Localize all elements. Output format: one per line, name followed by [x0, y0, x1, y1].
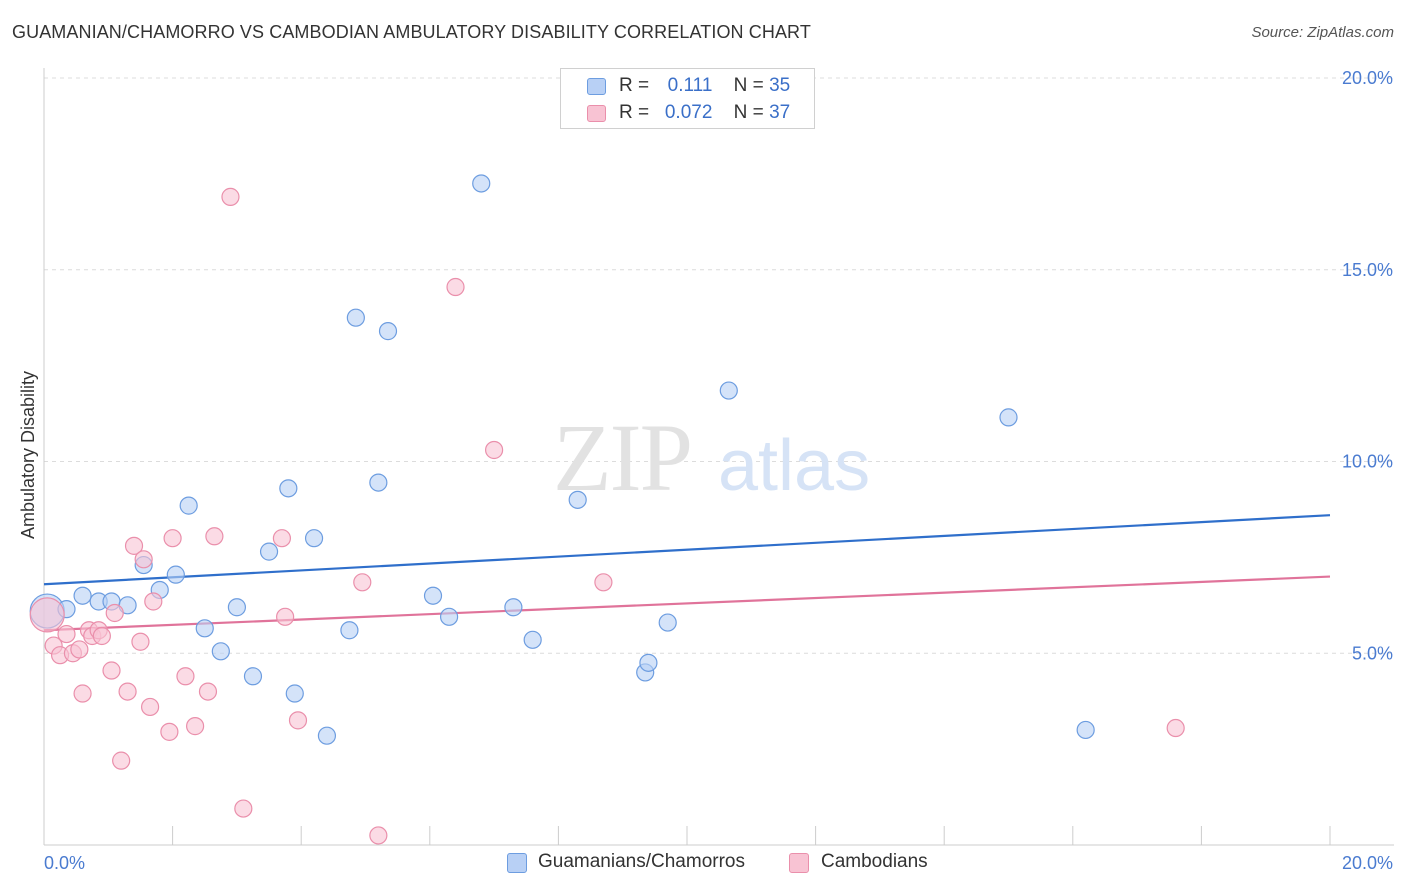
data-point-cambodian — [205, 527, 224, 546]
grid-lines — [44, 77, 1394, 654]
y-tick-label: 5.0% — [1352, 643, 1393, 663]
data-point-guamanian — [346, 308, 365, 327]
data-point-guamanian — [719, 381, 738, 400]
data-point-guamanian — [166, 565, 185, 584]
tick-labels: 5.0% 10.0% 15.0% 20.0% 0.0% 20.0% — [44, 68, 1393, 873]
legend-n-label: N = — [733, 75, 764, 96]
data-point-guamanian — [317, 726, 337, 745]
data-point-cambodian — [92, 626, 111, 646]
data-point-guamanian — [523, 630, 542, 649]
data-point-cambodian — [446, 277, 465, 297]
data-point-guamanian — [1076, 720, 1095, 740]
data-point-guamanian — [639, 653, 658, 672]
data-point-guamanian — [472, 174, 491, 193]
data-point-cambodian — [272, 529, 292, 548]
data-point-cambodian — [276, 607, 295, 626]
trend-line-guamanian — [43, 514, 1331, 586]
data-point-cambodian — [131, 632, 150, 651]
legend-r-value: 0.111 — [667, 75, 713, 96]
x-tick-label: 20.0% — [1342, 853, 1393, 873]
legend-r-value: 0.072 — [664, 102, 713, 123]
legend-n-value: 37 — [769, 102, 791, 123]
data-point-guamanian — [227, 598, 246, 617]
data-point-guamanian — [340, 621, 359, 640]
data-point-guamanian — [195, 619, 214, 638]
trend-lines — [43, 514, 1331, 632]
source-label: Source: ZipAtlas.com — [1251, 24, 1394, 41]
legend-label-guamanians: Guamanians/Chamorros — [538, 851, 745, 872]
data-point-cambodian — [176, 667, 195, 686]
data-point-cambodian — [73, 684, 92, 703]
data-point-guamanian — [568, 490, 587, 509]
chart-title: GUAMANIAN/CHAMORRO VS CAMBODIAN AMBULATO… — [12, 22, 811, 42]
data-point-cambodian — [140, 697, 160, 717]
data-point-cambodian — [353, 573, 372, 592]
legend-row-2: R = 0.072 N = 37 — [619, 102, 790, 124]
data-point-cambodian — [221, 187, 240, 206]
legend-swatch-blue — [587, 78, 606, 95]
data-point-guamanian — [259, 542, 279, 561]
data-point-cambodian — [102, 661, 121, 680]
data-point-guamanian — [243, 667, 263, 686]
watermark-atlas: atlas — [718, 426, 870, 506]
data-point-guamanian — [304, 529, 324, 548]
y-tick-label: 10.0% — [1342, 452, 1393, 472]
data-point-guamanian — [378, 322, 398, 341]
data-point-cambodian — [29, 597, 65, 633]
y-axis-title: Ambulatory Disability — [18, 371, 38, 539]
legend-n-value: 35 — [769, 75, 791, 96]
data-point-cambodian — [163, 529, 182, 548]
legend-r-label: R = — [619, 75, 650, 96]
data-point-guamanian — [279, 479, 298, 498]
data-point-guamanian — [369, 473, 388, 492]
data-point-cambodian — [234, 799, 253, 818]
data-point-cambodian — [112, 751, 131, 770]
axes — [43, 68, 1394, 846]
correlation-legend: R = 0.111 N = 35 R = 0.072 N = 37 — [560, 68, 815, 129]
data-points — [29, 174, 1185, 845]
data-point-cambodian — [1166, 718, 1185, 738]
legend-n-label: N = — [733, 102, 764, 123]
data-point-cambodian — [70, 640, 89, 659]
series-legend: Guamanians/Chamorros Cambodians — [0, 851, 1406, 877]
legend-label-cambodians: Cambodians — [821, 851, 928, 872]
data-point-guamanian — [73, 586, 92, 605]
data-point-cambodian — [105, 603, 124, 623]
legend-r-label: R = — [619, 102, 650, 123]
data-point-guamanian — [179, 496, 198, 515]
data-point-cambodian — [186, 717, 205, 736]
watermark: ZIP atlas — [553, 404, 870, 511]
y-tick-label: 15.0% — [1342, 260, 1393, 280]
data-point-guamanian — [999, 408, 1018, 427]
data-point-cambodian — [485, 440, 504, 460]
data-point-cambodian — [198, 682, 218, 701]
data-point-guamanian — [504, 598, 523, 617]
legend-swatch-pink — [587, 105, 606, 122]
data-point-cambodian — [369, 826, 388, 845]
legend-swatch-guamanians — [507, 853, 527, 873]
trend-line-cambodian — [43, 575, 1331, 632]
x-tick-label: 0.0% — [44, 853, 85, 873]
legend-row-1: R = 0.111 N = 35 — [619, 75, 790, 97]
data-point-guamanian — [285, 684, 304, 703]
data-point-cambodian — [118, 682, 137, 701]
data-point-guamanian — [439, 607, 459, 626]
data-point-cambodian — [288, 711, 308, 730]
data-point-cambodian — [124, 536, 144, 555]
data-point-guamanian — [211, 642, 230, 661]
data-point-cambodian — [594, 573, 613, 592]
data-point-guamanian — [658, 613, 677, 632]
data-point-cambodian — [134, 550, 153, 569]
legend-swatch-cambodians — [789, 853, 809, 873]
data-point-cambodian — [160, 722, 179, 741]
y-tick-label: 20.0% — [1342, 68, 1393, 88]
data-point-guamanian — [423, 586, 443, 605]
data-point-cambodian — [144, 592, 163, 611]
data-point-cambodian — [57, 624, 76, 644]
